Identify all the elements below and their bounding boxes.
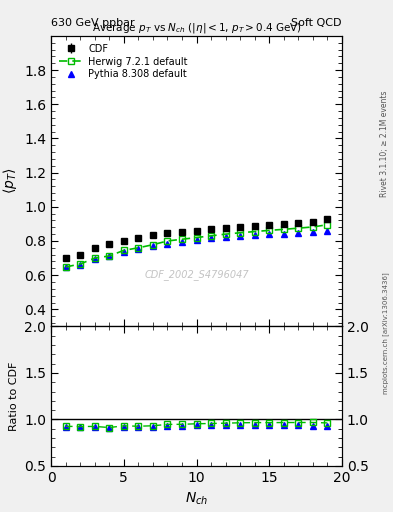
Text: 630 GeV ppbar: 630 GeV ppbar <box>51 18 135 28</box>
Y-axis label: Ratio to CDF: Ratio to CDF <box>9 361 19 431</box>
X-axis label: $N_{ch}$: $N_{ch}$ <box>185 490 208 507</box>
Text: Rivet 3.1.10; ≥ 2.1M events: Rivet 3.1.10; ≥ 2.1M events <box>380 90 389 197</box>
Y-axis label: $\langle p_T \rangle$: $\langle p_T \rangle$ <box>0 168 18 195</box>
Title: Average $p_T$ vs $N_{ch}$ ($|\eta| < 1$, $p_T > 0.4$ GeV): Average $p_T$ vs $N_{ch}$ ($|\eta| < 1$,… <box>92 21 301 35</box>
Text: CDF_2002_S4796047: CDF_2002_S4796047 <box>144 269 249 280</box>
Text: mcplots.cern.ch [arXiv:1306.3436]: mcplots.cern.ch [arXiv:1306.3436] <box>382 272 389 394</box>
Text: Soft QCD: Soft QCD <box>292 18 342 28</box>
Legend: CDF, Herwig 7.2.1 default, Pythia 8.308 default: CDF, Herwig 7.2.1 default, Pythia 8.308 … <box>56 40 191 82</box>
